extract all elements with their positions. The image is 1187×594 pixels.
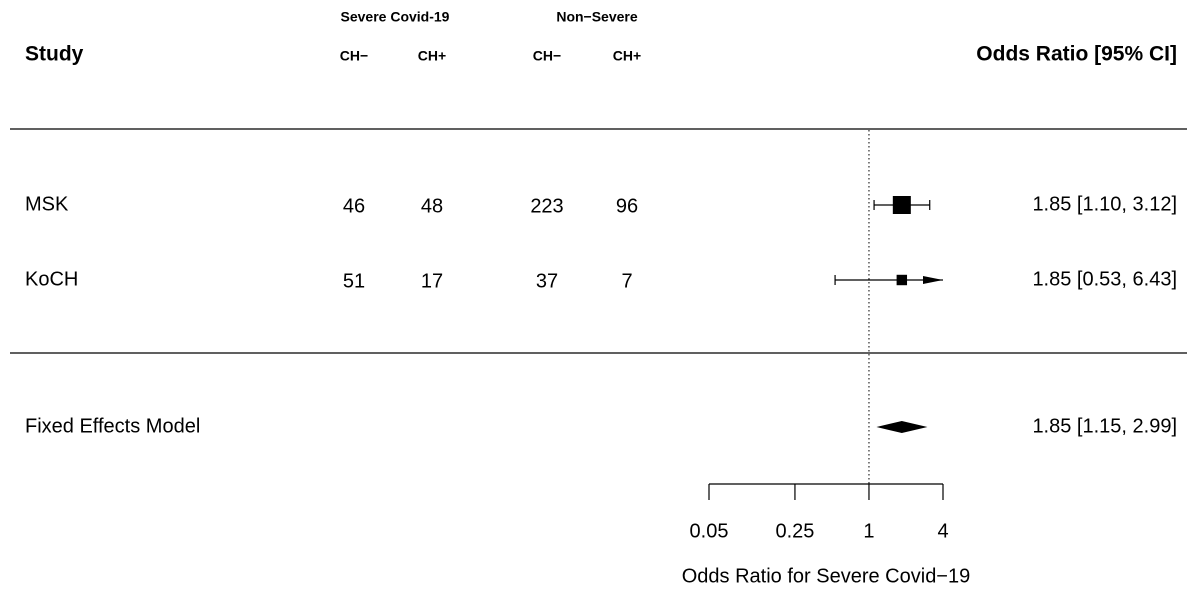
column-group-label: Non−Severe bbox=[556, 9, 638, 25]
model-name: Fixed Effects Model bbox=[25, 415, 200, 437]
estimate-label: 1.85 [1.10, 3.12] bbox=[1032, 193, 1177, 215]
point-estimate bbox=[896, 274, 908, 286]
x-tick-label: 0.25 bbox=[775, 520, 814, 542]
x-tick-label: 4 bbox=[937, 520, 948, 542]
x-tick-label: 0.05 bbox=[690, 520, 729, 542]
study-name: KoCH bbox=[25, 268, 78, 290]
count: 7 bbox=[621, 270, 632, 292]
study-header: Study bbox=[25, 43, 84, 66]
column-label: CH− bbox=[533, 48, 561, 64]
estimate-header: Odds Ratio [95% CI] bbox=[976, 43, 1177, 66]
count: 46 bbox=[343, 195, 365, 217]
count: 223 bbox=[530, 195, 563, 217]
count: 37 bbox=[536, 270, 558, 292]
count: 48 bbox=[421, 195, 443, 217]
x-axis-label: Odds Ratio for Severe Covid−19 bbox=[682, 565, 971, 587]
count: 51 bbox=[343, 270, 365, 292]
estimate-label: 1.85 [1.15, 2.99] bbox=[1032, 415, 1177, 437]
column-label: CH− bbox=[340, 48, 368, 64]
column-label: CH+ bbox=[613, 48, 641, 64]
ci-arrow bbox=[923, 276, 943, 284]
estimate-label: 1.85 [0.53, 6.43] bbox=[1032, 268, 1177, 290]
model-diamond bbox=[876, 421, 928, 433]
count: 17 bbox=[421, 270, 443, 292]
column-label: CH+ bbox=[418, 48, 446, 64]
x-tick-label: 1 bbox=[863, 520, 874, 542]
count: 96 bbox=[616, 195, 638, 217]
column-group-label: Severe Covid-19 bbox=[341, 9, 450, 25]
study-name: MSK bbox=[25, 193, 69, 215]
point-estimate bbox=[892, 196, 911, 214]
